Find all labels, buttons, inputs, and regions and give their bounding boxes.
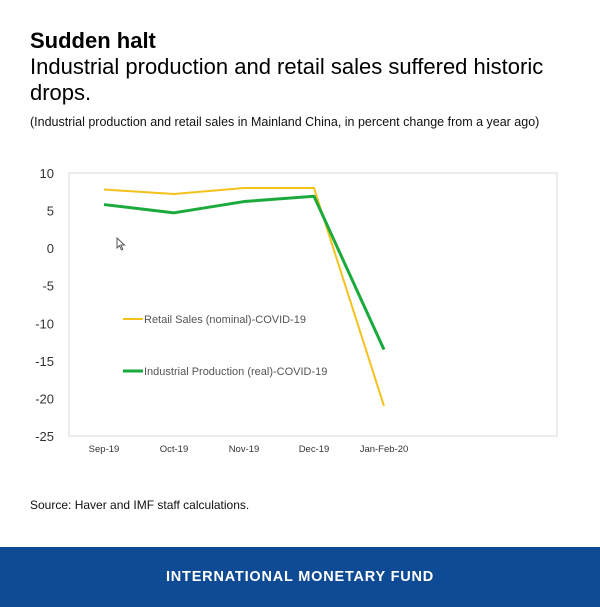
y-tick-label: 5 [47,204,54,219]
y-tick-label: 10 [40,166,54,181]
y-tick-label: -25 [35,429,54,444]
chart-subtitle: Industrial production and retail sales s… [30,54,544,105]
legend-label: Retail Sales (nominal)-COVID-19 [144,314,306,326]
series-lines [103,187,386,407]
y-tick-label: -10 [35,316,54,331]
x-tick-label: Sep-19 [89,444,120,455]
industrial-production-line [103,194,386,351]
chart-note: (Industrial production and retail sales … [30,115,540,129]
retail-sales-line [103,187,385,407]
footer-label: INTERNATIONAL MONETARY FUND [165,569,435,585]
imf-footer-banner: INTERNATIONAL MONETARY FUND [0,547,600,607]
chart-title: Sudden halt [30,28,156,53]
y-tick-label: 0 [47,241,54,256]
x-axis-ticks: Sep-19 Oct-19 Nov-19 Dec-19 Jan-Feb-20 [89,444,409,455]
source-note: Source: Haver and IMF staff calculations… [30,498,250,512]
y-tick-label: -15 [35,354,54,369]
y-tick-label: -5 [42,279,54,294]
legend-label: Industrial Production (real)-COVID-19 [144,366,327,378]
x-tick-label: Oct-19 [160,444,189,455]
y-tick-label: -20 [35,391,54,406]
x-tick-label: Nov-19 [229,444,260,455]
x-tick-label: Dec-19 [299,444,330,455]
mouse-pointer-icon [116,237,126,251]
x-tick-label: Jan-Feb-20 [360,444,409,455]
plot-area-frame [68,172,558,437]
y-axis-ticks: 10 5 0 -5 -10 -15 -20 -25 [35,166,54,444]
line-chart: 10 5 0 -5 -10 -15 -20 -25 Sep-19 Oct-19 Nov-19 Dec… [35,166,558,455]
legend: Retail Sales (nominal)-COVID-19 Industria… [123,314,327,378]
chart-header: Sudden halt Industrial production and re… [30,28,580,130]
